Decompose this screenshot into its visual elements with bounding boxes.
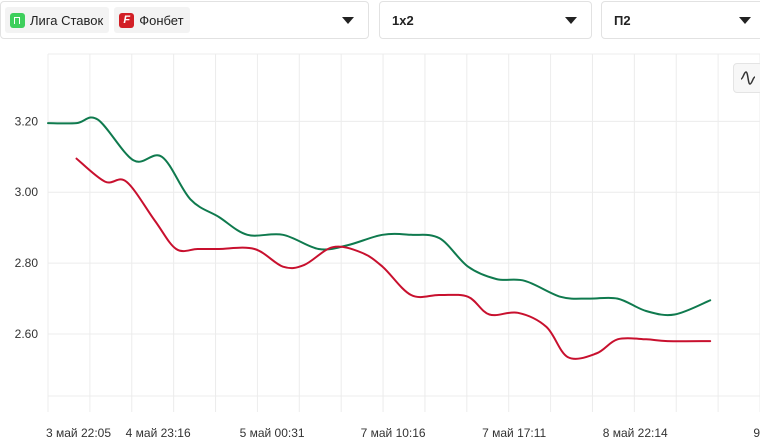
bookmakers-dropdown[interactable]: Лига Ставок F Фонбет [0, 1, 369, 39]
controls-bar: Лига Ставок F Фонбет 1x2 П2 [0, 0, 760, 42]
y-tick-label: 3.20 [15, 114, 39, 128]
market-dropdown[interactable]: 1x2 [379, 1, 592, 39]
y-tick-label: 3.00 [15, 185, 39, 199]
x-tick-label: 7 май 10:16 [361, 426, 426, 440]
bookmaker-chip-fonbet[interactable]: F Фонбет [114, 7, 190, 33]
x-tick-label: 7 май 17:11 [482, 426, 546, 440]
bookmaker-chip-liga-stavok[interactable]: Лига Ставок [5, 7, 110, 33]
x-tick-label: 5 май 00:31 [240, 426, 305, 440]
x-tick-label: 8 май 22:14 [603, 426, 668, 440]
smoothing-toggle-button[interactable] [733, 63, 760, 93]
bookmaker-name: Лига Ставок [30, 12, 104, 28]
x-tick-label: 3 май 22:05 [46, 426, 111, 440]
liga-stavok-logo-icon [10, 12, 25, 28]
series-line-liga-stavok [47, 116, 712, 317]
chevron-down-icon[interactable] [342, 17, 354, 24]
series-line-fonbet [75, 157, 712, 360]
market-value: 1x2 [392, 12, 414, 28]
chevron-down-icon[interactable] [565, 17, 577, 24]
x-axis-labels: 3 май 22:05 4 май 23:16 5 май 00:31 7 май 1… [46, 426, 760, 440]
y-axis-labels: 2.60 2.80 3.00 3.20 [15, 114, 39, 341]
odds-chart: 2.60 2.80 3.00 3.20 3 май 22:05 4 май 23:16 5… [0, 42, 760, 442]
fonbet-logo-icon: F [119, 12, 135, 28]
odds-chart-svg: 2.60 2.80 3.00 3.20 3 май 22:05 4 май 23:16 5… [15, 53, 760, 440]
chart-series [47, 116, 712, 360]
bookmaker-name: Фонбет [139, 12, 184, 28]
chevron-down-icon[interactable] [739, 17, 751, 24]
x-tick-label: 9 [753, 426, 760, 440]
y-tick-label: 2.60 [15, 327, 39, 341]
x-tick-label: 4 май 23:16 [126, 426, 191, 440]
chart-grid [47, 53, 760, 412]
y-tick-label: 2.80 [15, 256, 39, 270]
outcome-value: П2 [614, 12, 631, 28]
wave-icon [740, 71, 756, 85]
outcome-dropdown[interactable]: П2 [601, 1, 760, 39]
